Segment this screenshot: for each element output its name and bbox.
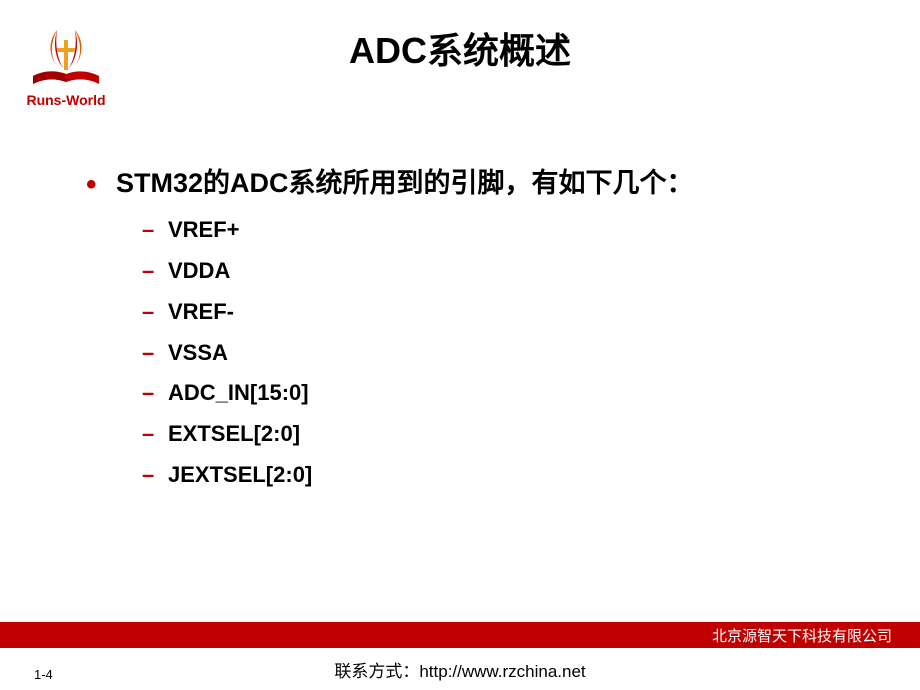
slide: Runs-World ADC系统概述 STM32的ADC系统所用到的引脚，有如下… [0, 0, 920, 690]
bullet-main: STM32的ADC系统所用到的引脚，有如下几个： [80, 165, 880, 201]
footer: 1-4 联系方式：http://www.rzchina.net [0, 648, 920, 690]
contact-label: 联系方式： [334, 662, 419, 681]
sub-item: ADC_IN[15:0] [80, 378, 880, 408]
content-area: STM32的ADC系统所用到的引脚，有如下几个： VREF+ VDDA VREF… [80, 165, 880, 500]
footer-bar: 北京源智天下科技有限公司 [0, 622, 920, 648]
contact-url: http://www.rzchina.net [419, 662, 585, 681]
sub-item: VREF- [80, 297, 880, 327]
sub-item: VDDA [80, 256, 880, 286]
sub-item: VSSA [80, 338, 880, 368]
sub-item: JEXTSEL[2:0] [80, 460, 880, 490]
sub-item: EXTSEL[2:0] [80, 419, 880, 449]
slide-title: ADC系统概述 [0, 22, 920, 74]
company-name: 北京源智天下科技有限公司 [712, 625, 892, 646]
contact-info: 联系方式：http://www.rzchina.net [0, 657, 920, 682]
sub-item: VREF+ [80, 215, 880, 245]
logo-text: Runs-World [16, 92, 116, 108]
